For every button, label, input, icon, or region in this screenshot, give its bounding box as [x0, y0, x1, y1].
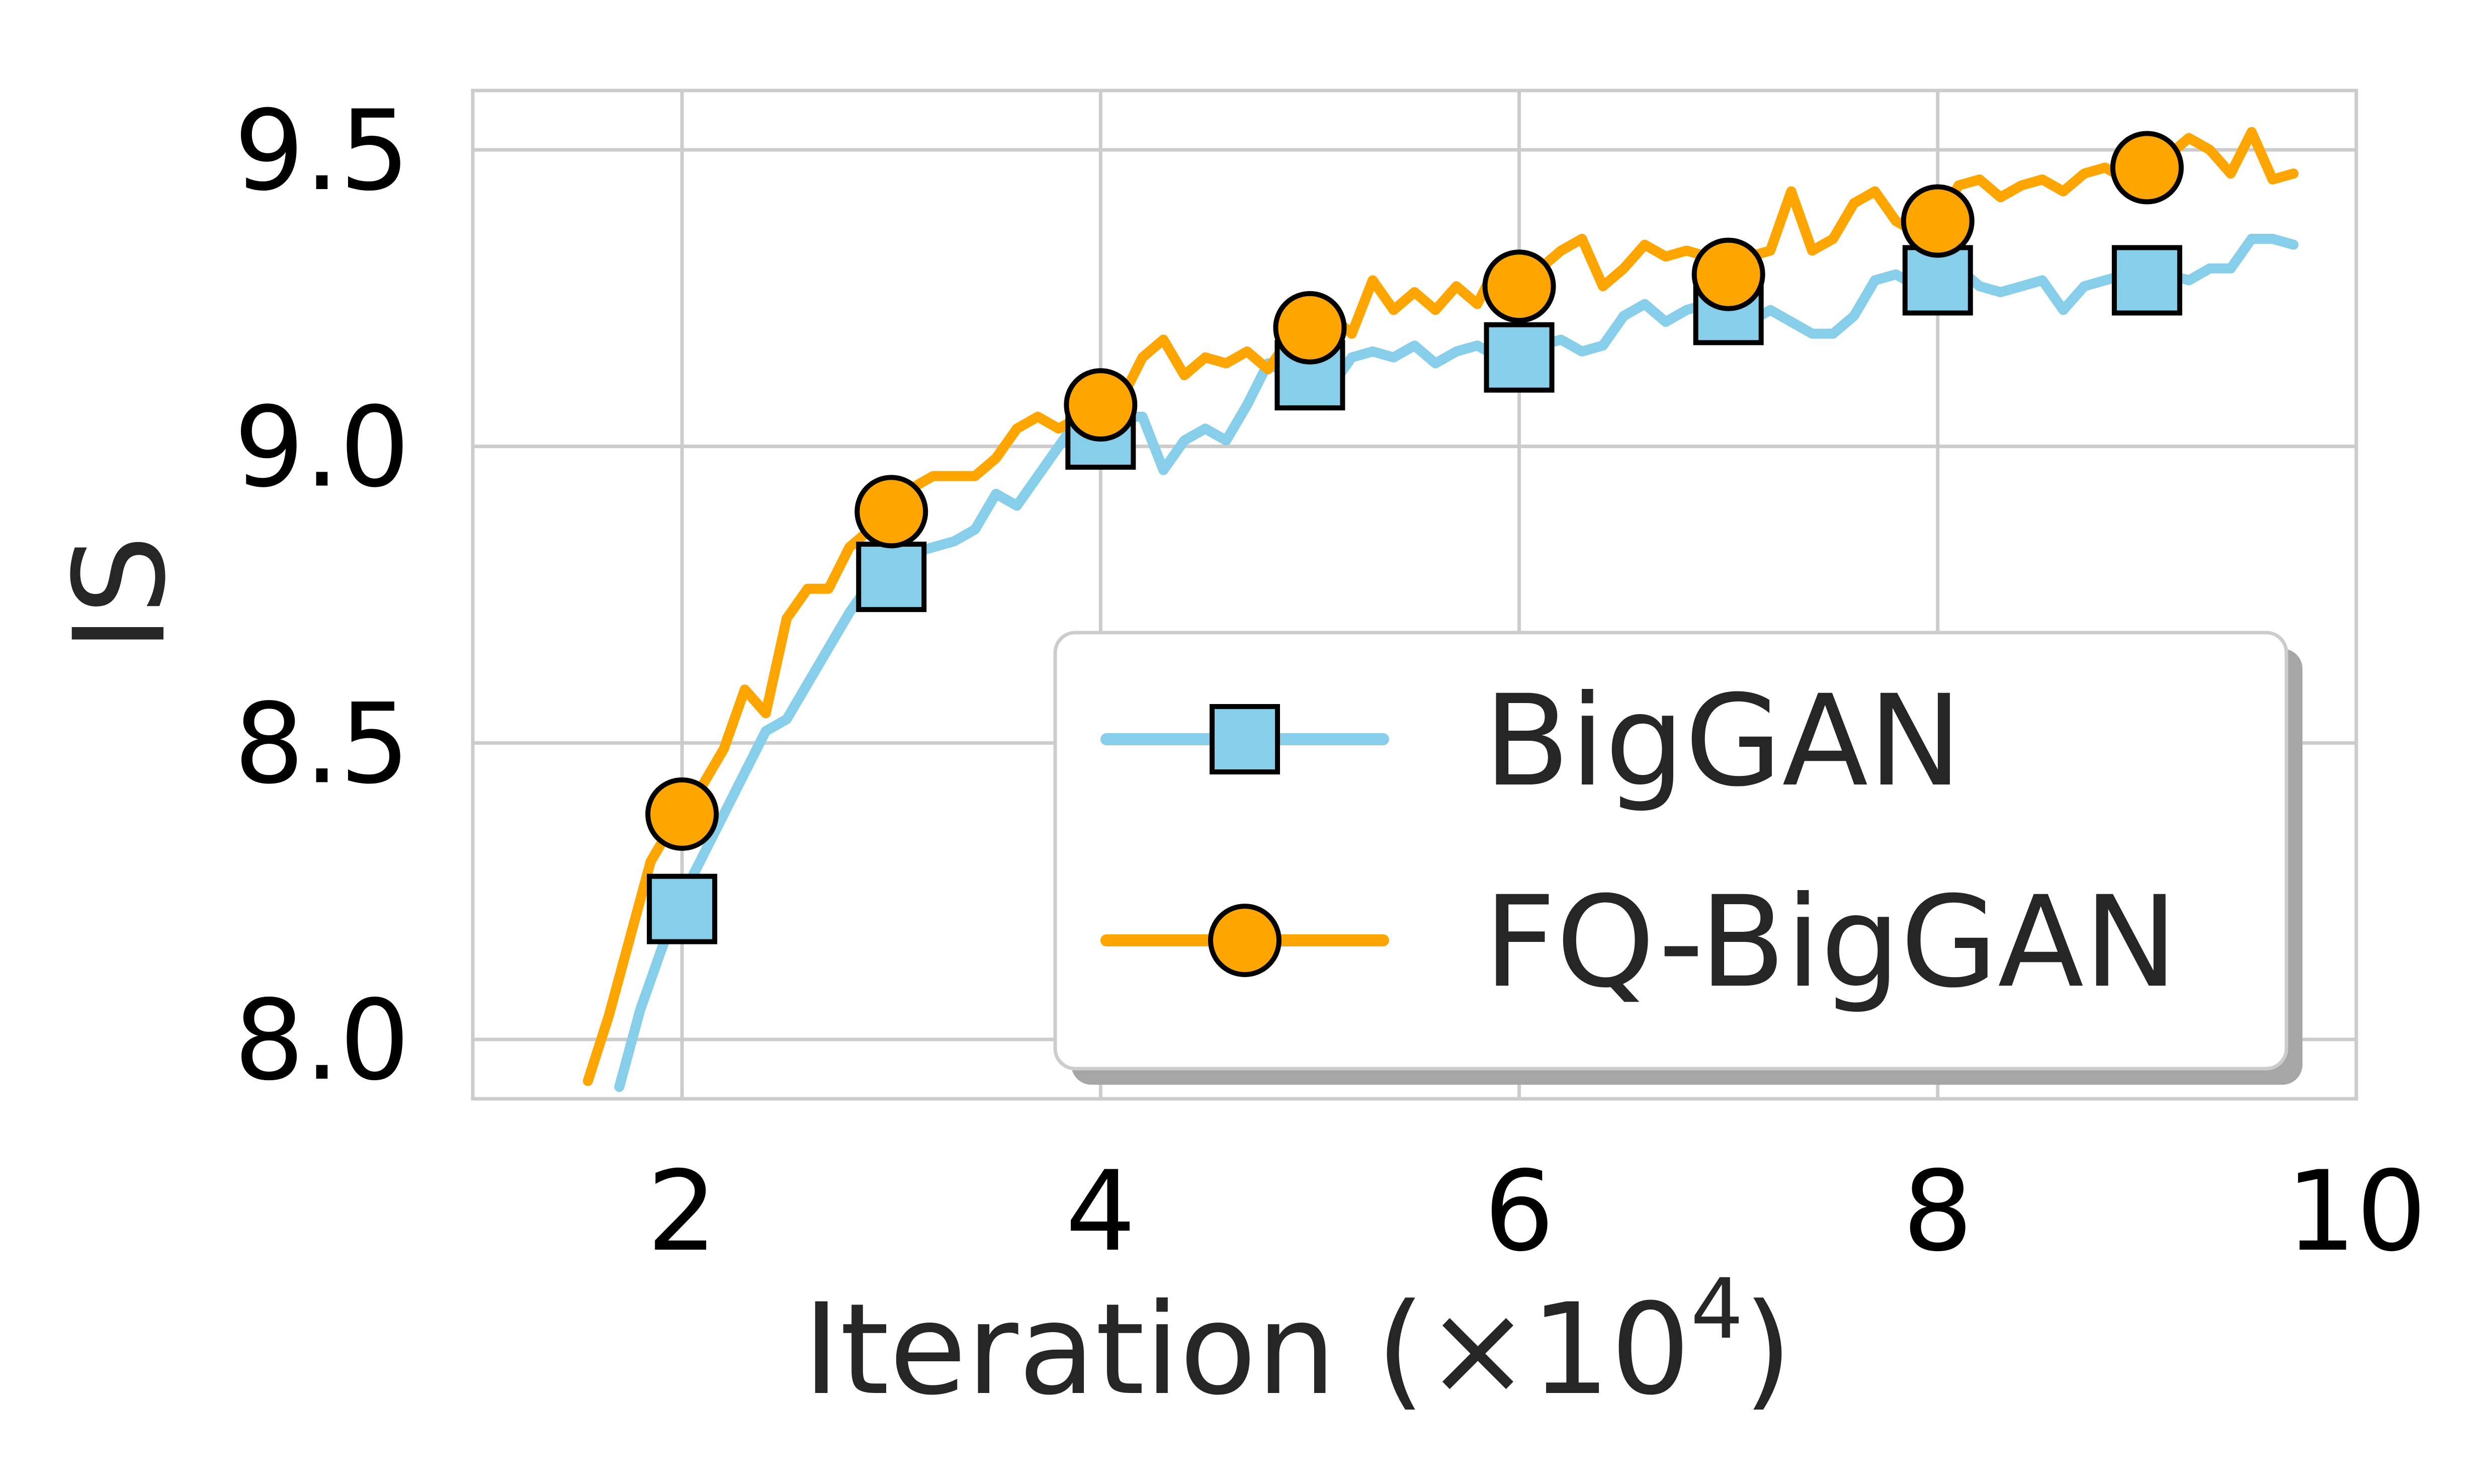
data-point-fq-biggan: [1691, 237, 1765, 311]
data-point-fq-biggan: [855, 475, 928, 549]
x-tick-label: 4: [1065, 1147, 1136, 1276]
data-point-biggan: [647, 874, 718, 944]
x-tick-label: 6: [1484, 1147, 1555, 1276]
data-point-fq-biggan: [1482, 249, 1556, 323]
legend-marker-biggan: [1210, 704, 1280, 774]
data-point-fq-biggan: [645, 777, 719, 851]
x-tick-label: 2: [647, 1147, 717, 1276]
y-tick-label: 9.5: [234, 86, 410, 215]
data-point-biggan: [1902, 245, 1973, 316]
legend-entry-fq-biggan: FQ-BigGAN: [1100, 869, 2178, 1015]
legend-label-fq-biggan: FQ-BigGAN: [1484, 869, 2178, 1015]
plot-frame: [471, 89, 2358, 1101]
legend: BigGAN FQ-BigGAN: [1053, 631, 2302, 1085]
x-tick-label: 8: [1903, 1147, 1973, 1276]
data-point-biggan: [2111, 245, 2182, 316]
data-point-fq-biggan: [2110, 131, 2184, 205]
y-axis-label: IS: [47, 535, 193, 652]
data-point-biggan: [856, 542, 927, 613]
legend-marker-fq-biggan: [1208, 904, 1282, 977]
data-point-fq-biggan: [1273, 291, 1347, 365]
x-tick-label: 10: [2286, 1147, 2427, 1276]
data-point-fq-biggan: [1901, 184, 1975, 258]
y-tick-label: 8.0: [234, 976, 410, 1105]
data-point-biggan: [1484, 322, 1555, 393]
y-tick-label: 8.5: [234, 679, 410, 808]
x-axis-label: Iteration (×104): [803, 1261, 1792, 1423]
data-point-fq-biggan: [1064, 368, 1138, 442]
series-layer: [582, 127, 2299, 1092]
legend-entry-biggan: BigGAN: [1100, 668, 1962, 814]
y-tick-label: 9.0: [234, 383, 410, 512]
legend-label-biggan: BigGAN: [1484, 668, 1962, 814]
tick-labels: 2 4 6 8 10 8.0 8.5 9.0 9.5: [234, 86, 2427, 1276]
